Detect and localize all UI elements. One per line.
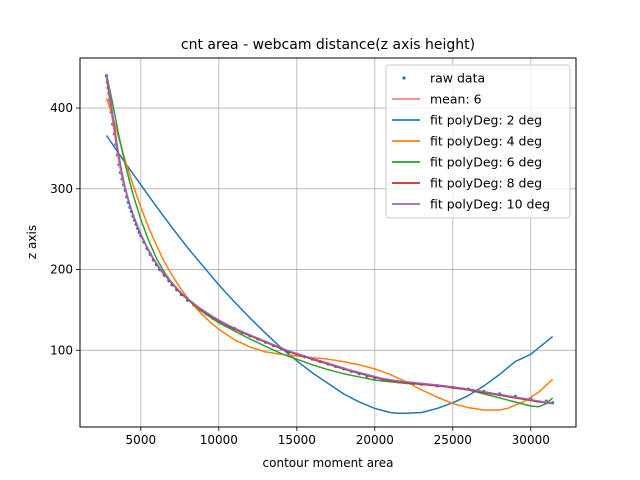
legend-label: fit polyDeg: 6 deg bbox=[430, 155, 542, 170]
series-line-6 bbox=[105, 74, 553, 405]
chart-title: cnt area - webcam distance(z axis height… bbox=[181, 37, 475, 53]
y-tick-label: 300 bbox=[50, 182, 73, 196]
x-axis-label: contour moment area bbox=[263, 456, 394, 470]
legend-label: fit polyDeg: 8 deg bbox=[430, 176, 542, 191]
y-tick-label: 400 bbox=[50, 101, 73, 115]
legend: raw data mean: 6 fit polyDeg: 2 deg fit pol… bbox=[385, 64, 571, 219]
legend-label: fit polyDeg: 10 deg bbox=[430, 197, 550, 212]
plot-series-layer bbox=[104, 73, 555, 415]
legend-box bbox=[385, 64, 571, 219]
x-tick-label: 10000 bbox=[200, 433, 238, 447]
series-line-4 bbox=[105, 73, 554, 408]
x-tick-label: 20000 bbox=[356, 433, 394, 447]
x-tick-label: 5000 bbox=[126, 433, 157, 447]
y-tick-label: 200 bbox=[50, 263, 73, 277]
y-tick-label: 100 bbox=[50, 343, 73, 357]
y-axis-label: z axis bbox=[25, 225, 39, 259]
legend-label: fit polyDeg: 4 deg bbox=[430, 134, 542, 149]
x-tick-label: 30000 bbox=[512, 433, 550, 447]
legend-label: mean: 6 bbox=[430, 92, 482, 107]
x-tick-label: 25000 bbox=[434, 433, 472, 447]
x-tick-label: 15000 bbox=[278, 433, 316, 447]
plot-frame bbox=[79, 57, 577, 428]
series-line-2 bbox=[105, 135, 554, 415]
axis-ticks: 5000 10000 15000 20000 25000 30000 100 200 300 40… bbox=[50, 101, 550, 447]
legend-label: raw data bbox=[430, 71, 485, 86]
legend-label: fit polyDeg: 2 deg bbox=[430, 113, 542, 128]
legend-marker-raw-data bbox=[402, 76, 406, 80]
series-line-3 bbox=[105, 98, 554, 411]
